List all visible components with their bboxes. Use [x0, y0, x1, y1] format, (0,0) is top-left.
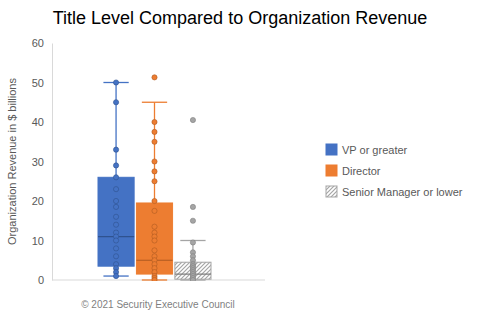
box-group — [98, 80, 134, 279]
data-point — [152, 129, 157, 134]
data-point — [113, 198, 118, 203]
data-point — [152, 248, 157, 253]
y-tick: 20 — [32, 195, 52, 207]
data-point — [152, 169, 157, 174]
y-tick: 10 — [32, 235, 52, 247]
y-tick-label: 10 — [32, 235, 44, 247]
y-tick-label: 0 — [38, 274, 44, 286]
whisker-cap — [142, 102, 167, 103]
data-point — [152, 198, 157, 203]
data-point — [113, 273, 118, 278]
data-point — [190, 117, 195, 122]
data-point — [113, 147, 118, 152]
y-axis-title: Organization Revenue in $ billions — [6, 78, 18, 245]
data-point — [113, 246, 118, 251]
data-point — [113, 100, 118, 105]
data-point — [152, 119, 157, 124]
data-point — [113, 175, 118, 180]
data-point — [152, 238, 157, 243]
legend: VP or greater Director Senior Manager or l… — [326, 144, 463, 198]
y-tick-label: 30 — [32, 156, 44, 168]
y-axis: 0 10 20 30 40 50 60 — [32, 37, 53, 286]
legend-label: Senior Manager or lower — [342, 186, 463, 198]
footnote: © 2021 Security Executive Council — [81, 299, 235, 310]
chart: Title Level Compared to Organization Rev… — [0, 0, 480, 322]
data-point — [152, 224, 157, 229]
data-point — [113, 214, 118, 219]
y-tick: 40 — [32, 116, 52, 128]
y-tick: 60 — [32, 37, 52, 49]
y-axis-line — [52, 44, 53, 281]
x-axis-line — [52, 280, 265, 281]
y-tick-label: 20 — [32, 195, 44, 207]
data-point — [152, 277, 157, 281]
data-point — [113, 80, 118, 85]
title: Title Level Compared to Organization Rev… — [53, 8, 428, 28]
y-tick-label: 50 — [32, 77, 44, 89]
data-point — [152, 179, 157, 184]
y-tick: 30 — [32, 156, 52, 168]
data-point — [190, 240, 195, 245]
legend-swatch — [326, 144, 337, 155]
y-tick: 50 — [32, 77, 52, 89]
data-point — [190, 218, 195, 223]
legend-label: Director — [342, 165, 381, 177]
box-group — [175, 117, 211, 281]
box — [98, 177, 134, 266]
box-group — [136, 75, 172, 281]
data-point — [113, 254, 118, 259]
legend-swatch — [326, 186, 337, 197]
data-point — [113, 187, 118, 192]
data-point — [152, 75, 157, 80]
data-point — [113, 222, 118, 227]
y-tick: 0 — [38, 274, 52, 286]
data-point — [113, 204, 118, 209]
data-point — [152, 208, 157, 213]
data-point — [113, 163, 118, 168]
data-point — [190, 277, 195, 281]
upper-whisker — [154, 102, 155, 203]
data-point — [113, 238, 118, 243]
box — [136, 203, 172, 274]
y-tick-label: 40 — [32, 116, 44, 128]
y-tick-label: 60 — [32, 37, 44, 49]
plot-area — [98, 75, 211, 281]
legend-label: VP or greater — [342, 144, 408, 156]
data-point — [152, 139, 157, 144]
legend-swatch — [326, 165, 337, 176]
data-point — [190, 204, 195, 209]
data-point — [152, 159, 157, 164]
